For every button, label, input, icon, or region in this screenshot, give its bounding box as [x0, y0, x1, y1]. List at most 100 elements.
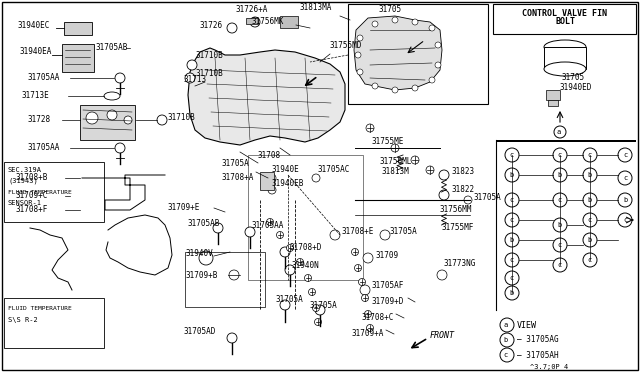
Text: c: c — [623, 217, 627, 223]
Circle shape — [266, 218, 273, 225]
Circle shape — [412, 19, 418, 25]
Circle shape — [439, 190, 449, 200]
Text: 31708+E: 31708+E — [342, 228, 374, 237]
Text: b: b — [510, 290, 514, 296]
Text: FLUID TEMPERATURE: FLUID TEMPERATURE — [8, 189, 72, 195]
Text: c: c — [510, 217, 514, 223]
Text: VIEW: VIEW — [517, 321, 537, 330]
Text: 31705AD: 31705AD — [184, 327, 216, 337]
Text: 31713E: 31713E — [22, 92, 50, 100]
Circle shape — [124, 116, 132, 124]
Text: BOLT: BOLT — [555, 17, 575, 26]
Circle shape — [380, 230, 390, 240]
Text: 31709+D: 31709+D — [372, 298, 404, 307]
Circle shape — [213, 223, 223, 233]
Ellipse shape — [544, 62, 586, 76]
Text: 31705A: 31705A — [222, 158, 250, 167]
Circle shape — [505, 213, 519, 227]
Circle shape — [363, 253, 373, 263]
Text: 31708+C: 31708+C — [362, 314, 394, 323]
Text: b: b — [588, 237, 592, 243]
Circle shape — [287, 244, 294, 251]
Circle shape — [553, 148, 567, 162]
Text: S\S R-2: S\S R-2 — [8, 317, 38, 323]
Text: c: c — [510, 197, 514, 203]
Circle shape — [464, 196, 472, 204]
Circle shape — [227, 333, 237, 343]
Text: c: c — [558, 152, 562, 158]
Text: c: c — [510, 152, 514, 158]
Text: SEC.319A: SEC.319A — [8, 167, 42, 173]
Text: b: b — [510, 237, 514, 243]
Text: c: c — [623, 175, 627, 181]
Text: — 31705AG: — 31705AG — [517, 336, 559, 344]
Text: 31940V: 31940V — [186, 250, 214, 259]
Text: 31708+B: 31708+B — [15, 173, 47, 183]
Circle shape — [412, 85, 418, 91]
Circle shape — [358, 279, 365, 285]
Bar — [546, 90, 560, 100]
Text: b: b — [504, 337, 508, 343]
Bar — [185, 252, 265, 307]
Circle shape — [115, 73, 125, 83]
Circle shape — [372, 83, 378, 89]
Text: 31755MD: 31755MD — [330, 42, 362, 51]
Text: c: c — [510, 257, 514, 263]
Circle shape — [429, 25, 435, 31]
Circle shape — [583, 253, 597, 267]
Circle shape — [330, 230, 340, 240]
Bar — [80, 105, 135, 140]
Text: a: a — [557, 129, 561, 135]
Bar — [348, 4, 488, 104]
Text: FLUID TEMPERATURE: FLUID TEMPERATURE — [8, 305, 72, 311]
Bar — [493, 4, 636, 34]
Bar — [4, 162, 104, 222]
Circle shape — [357, 69, 363, 75]
Circle shape — [366, 124, 374, 132]
Text: b: b — [558, 172, 562, 178]
Text: a: a — [504, 322, 508, 328]
Text: 31940E: 31940E — [272, 166, 300, 174]
Circle shape — [583, 168, 597, 182]
Ellipse shape — [104, 92, 120, 100]
Text: b: b — [558, 222, 562, 228]
Text: 31705AA: 31705AA — [28, 74, 60, 83]
Text: 31705: 31705 — [562, 74, 585, 83]
Text: 31755ME: 31755ME — [372, 138, 404, 147]
Text: 31813MA: 31813MA — [300, 3, 332, 13]
Text: ^3.7;0P 4: ^3.7;0P 4 — [530, 364, 568, 370]
Text: 31709+C: 31709+C — [15, 192, 47, 201]
Text: 31713: 31713 — [184, 76, 207, 84]
Circle shape — [315, 305, 325, 315]
Text: 31940EC: 31940EC — [18, 22, 51, 31]
Text: 31728: 31728 — [28, 115, 51, 125]
Text: b: b — [588, 197, 592, 203]
Circle shape — [618, 171, 632, 185]
Circle shape — [553, 193, 567, 207]
Text: SENSOR-1: SENSOR-1 — [8, 200, 42, 206]
Circle shape — [392, 87, 398, 93]
Circle shape — [505, 253, 519, 267]
Text: 31708+F: 31708+F — [15, 205, 47, 215]
Circle shape — [86, 112, 98, 124]
Circle shape — [157, 115, 167, 125]
Circle shape — [618, 193, 632, 207]
Text: 31823: 31823 — [452, 167, 475, 176]
Bar — [246, 18, 258, 24]
Text: FRONT: FRONT — [430, 330, 455, 340]
Circle shape — [312, 305, 319, 311]
Text: c: c — [623, 152, 627, 158]
Circle shape — [296, 259, 303, 266]
Bar — [548, 100, 558, 106]
Polygon shape — [354, 16, 442, 90]
Bar — [496, 140, 636, 142]
Circle shape — [308, 289, 316, 295]
Circle shape — [280, 300, 290, 310]
Bar — [280, 16, 298, 28]
Circle shape — [505, 148, 519, 162]
Circle shape — [583, 193, 597, 207]
Polygon shape — [188, 48, 345, 145]
Circle shape — [268, 186, 276, 194]
Text: 31705A: 31705A — [390, 228, 418, 237]
Circle shape — [285, 265, 295, 275]
